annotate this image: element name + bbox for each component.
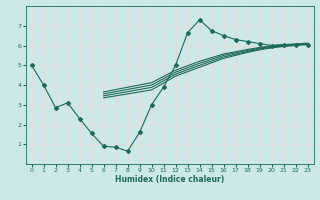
X-axis label: Humidex (Indice chaleur): Humidex (Indice chaleur) <box>115 175 224 184</box>
